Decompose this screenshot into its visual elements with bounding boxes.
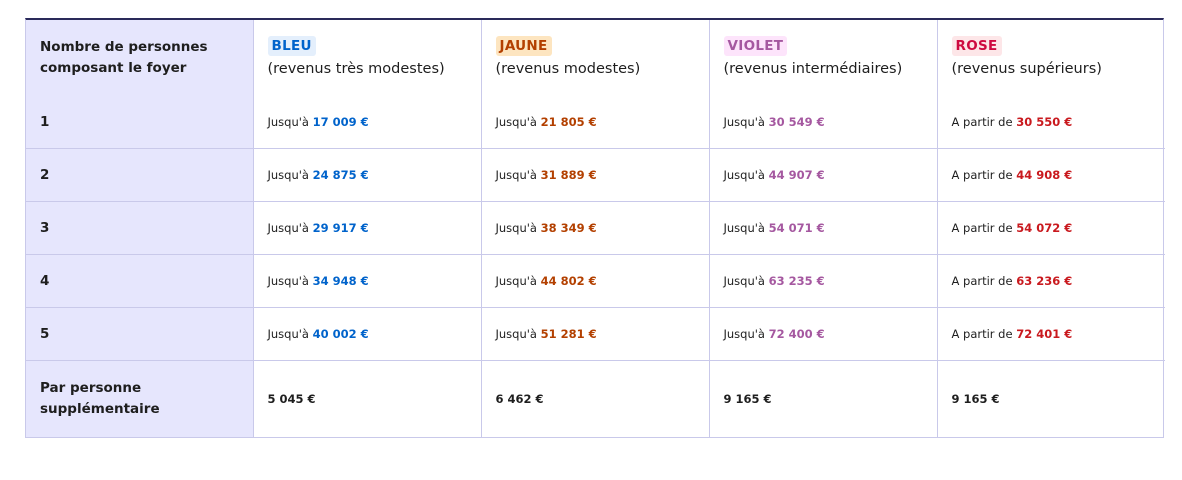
cell-amount: 30 549 € xyxy=(768,115,825,129)
column-header-jaune: JAUNE (revenus modestes) xyxy=(481,20,710,96)
cell-amount: 72 400 € xyxy=(768,327,825,341)
table-cell: Jusqu'à 17 009 € xyxy=(253,96,482,149)
column-header-bleu: BLEU (revenus très modestes) xyxy=(253,20,482,96)
column-subtitle-jaune: (revenus modestes) xyxy=(495,61,641,77)
cell-amount: 21 805 € xyxy=(540,115,597,129)
cell-amount: 17 009 € xyxy=(312,115,369,129)
column-subtitle-violet: (revenus intermédiaires) xyxy=(723,61,903,77)
cell-amount: 72 401 € xyxy=(1016,327,1073,341)
cell-prefix: Jusqu'à xyxy=(723,168,765,182)
table-row-extra-person: Par personne supplémentaire 5 045 € 6 46… xyxy=(26,360,1165,438)
table-cell: Jusqu'à 63 235 € xyxy=(709,254,938,308)
table-row: 5 Jusqu'à 40 002 € Jusqu'à 51 281 € Jusq… xyxy=(26,307,1165,361)
cell-amount: 63 236 € xyxy=(1016,274,1073,288)
table-cell: Jusqu'à 34 948 € xyxy=(253,254,482,308)
cell-prefix: Jusqu'à xyxy=(495,115,537,129)
table-cell: Jusqu'à 40 002 € xyxy=(253,307,482,361)
income-brackets-table: Nombre de personnes composant le foyer B… xyxy=(26,20,1165,437)
cell-prefix: Jusqu'à xyxy=(267,221,309,235)
table-cell: Jusqu'à 44 907 € xyxy=(709,148,938,202)
cell-prefix: Jusqu'à xyxy=(495,327,537,341)
cell-amount: 6 462 € xyxy=(495,392,544,406)
cell-amount: 34 948 € xyxy=(312,274,369,288)
table-cell: A partir de 44 908 € xyxy=(937,148,1165,202)
cell-prefix: A partir de xyxy=(951,274,1013,288)
table-cell: Jusqu'à 29 917 € xyxy=(253,201,482,255)
cell-prefix: Jusqu'à xyxy=(495,221,537,235)
row-label: 3 xyxy=(26,201,254,255)
table-row: 1 Jusqu'à 17 009 € Jusqu'à 21 805 € Jusq… xyxy=(26,96,1165,149)
table-cell: 6 462 € xyxy=(481,360,710,437)
table-cell: Jusqu'à 72 400 € xyxy=(709,307,938,361)
column-subtitle-bleu: (revenus très modestes) xyxy=(267,61,445,77)
cell-prefix: Jusqu'à xyxy=(723,327,765,341)
cell-amount: 29 917 € xyxy=(312,221,369,235)
cell-amount: 5 045 € xyxy=(267,392,316,406)
table-cell: A partir de 63 236 € xyxy=(937,254,1165,308)
cell-amount: 54 071 € xyxy=(768,221,825,235)
household-size-header-label: Nombre de personnes composant le foyer xyxy=(40,39,208,76)
cell-amount: 31 889 € xyxy=(540,168,597,182)
cell-amount: 63 235 € xyxy=(768,274,825,288)
cell-amount: 40 002 € xyxy=(312,327,369,341)
row-label: 1 xyxy=(26,96,254,149)
cell-prefix: A partir de xyxy=(951,221,1013,235)
badge-rose: ROSE xyxy=(951,36,1002,56)
cell-prefix: Jusqu'à xyxy=(267,115,309,129)
table-cell: Jusqu'à 24 875 € xyxy=(253,148,482,202)
table-cell: A partir de 72 401 € xyxy=(937,307,1165,361)
household-size-header: Nombre de personnes composant le foyer xyxy=(26,20,254,96)
badge-jaune: JAUNE xyxy=(495,36,552,56)
badge-violet: VIOLET xyxy=(723,36,788,56)
table-cell: Jusqu'à 44 802 € xyxy=(481,254,710,308)
row-label: 2 xyxy=(26,148,254,202)
cell-amount: 54 072 € xyxy=(1016,221,1073,235)
table-cell: Jusqu'à 21 805 € xyxy=(481,96,710,149)
table-row: 2 Jusqu'à 24 875 € Jusqu'à 31 889 € Jusq… xyxy=(26,148,1165,202)
table-cell: 9 165 € xyxy=(709,360,938,437)
column-header-rose: ROSE (revenus supérieurs) xyxy=(937,20,1165,96)
cell-amount: 44 802 € xyxy=(540,274,597,288)
cell-prefix: Jusqu'à xyxy=(267,168,309,182)
table-cell: Jusqu'à 38 349 € xyxy=(481,201,710,255)
table-cell: A partir de 54 072 € xyxy=(937,201,1165,255)
cell-amount: 38 349 € xyxy=(540,221,597,235)
table-cell: Jusqu'à 54 071 € xyxy=(709,201,938,255)
cell-amount: 44 908 € xyxy=(1016,168,1073,182)
cell-amount: 30 550 € xyxy=(1016,115,1073,129)
table-cell: 9 165 € xyxy=(937,361,1165,438)
cell-prefix: Jusqu'à xyxy=(723,115,765,129)
column-header-violet: VIOLET (revenus intermédiaires) xyxy=(709,20,938,96)
cell-prefix: A partir de xyxy=(951,115,1013,129)
column-subtitle-rose: (revenus supérieurs) xyxy=(951,61,1102,77)
table-cell: A partir de 30 550 € xyxy=(937,96,1165,149)
cell-prefix: Jusqu'à xyxy=(267,327,309,341)
income-brackets-table-container: Nombre de personnes composant le foyer B… xyxy=(25,18,1165,438)
table-cell: 5 045 € xyxy=(253,360,482,437)
table-cell: Jusqu'à 31 889 € xyxy=(481,148,710,202)
cell-amount: 51 281 € xyxy=(540,327,597,341)
row-label: 4 xyxy=(26,254,254,308)
table-cell: Jusqu'à 51 281 € xyxy=(481,307,710,361)
table-header-row: Nombre de personnes composant le foyer B… xyxy=(26,20,1165,96)
row-label: 5 xyxy=(26,307,254,361)
cell-amount: 9 165 € xyxy=(951,392,1000,406)
badge-bleu: BLEU xyxy=(267,36,316,56)
table-cell: Jusqu'à 30 549 € xyxy=(709,96,938,149)
table-row: 3 Jusqu'à 29 917 € Jusqu'à 38 349 € Jusq… xyxy=(26,201,1165,255)
cell-amount: 9 165 € xyxy=(723,392,772,406)
cell-prefix: A partir de xyxy=(951,168,1013,182)
cell-amount: 24 875 € xyxy=(312,168,369,182)
cell-prefix: Jusqu'à xyxy=(723,274,765,288)
cell-prefix: A partir de xyxy=(951,327,1013,341)
cell-prefix: Jusqu'à xyxy=(495,168,537,182)
row-label-extra-person: Par personne supplémentaire xyxy=(26,360,254,437)
cell-prefix: Jusqu'à xyxy=(495,274,537,288)
table-row: 4 Jusqu'à 34 948 € Jusqu'à 44 802 € Jusq… xyxy=(26,254,1165,308)
cell-prefix: Jusqu'à xyxy=(723,221,765,235)
cell-amount: 44 907 € xyxy=(768,168,825,182)
cell-prefix: Jusqu'à xyxy=(267,274,309,288)
